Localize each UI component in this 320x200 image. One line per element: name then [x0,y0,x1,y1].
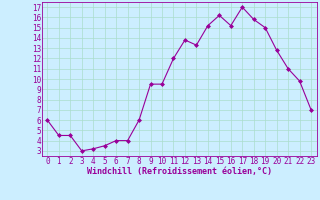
X-axis label: Windchill (Refroidissement éolien,°C): Windchill (Refroidissement éolien,°C) [87,167,272,176]
